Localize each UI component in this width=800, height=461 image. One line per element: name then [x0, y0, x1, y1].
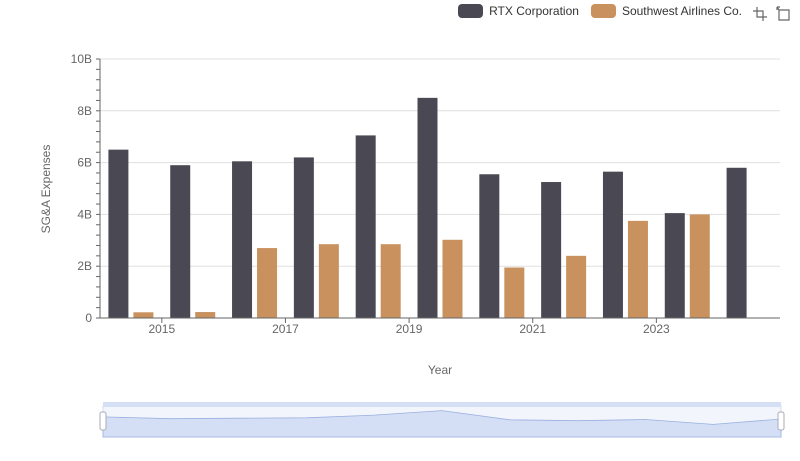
- y-tick-label: 10B: [71, 52, 92, 66]
- bar-rtx-2014[interactable]: [108, 149, 129, 318]
- bar-southwest-2015[interactable]: [195, 312, 216, 318]
- x-tick-label: 2019: [396, 322, 423, 336]
- bar-southwest-2020[interactable]: [504, 267, 525, 318]
- bar-rtx-2022[interactable]: [602, 171, 623, 318]
- legend-swatch-southwest: [590, 4, 616, 18]
- zoom-handle-left[interactable]: [99, 411, 107, 431]
- legend-swatch-rtx: [458, 4, 484, 18]
- zoom-move-bar[interactable]: [103, 402, 781, 407]
- x-tick-label: 2017: [272, 322, 299, 336]
- x-axis: 2015 2017 2019 2021 2023: [100, 317, 780, 336]
- bar-southwest-2016[interactable]: [257, 248, 278, 318]
- y-tick-label: 4B: [77, 207, 92, 221]
- bars: [108, 97, 747, 318]
- y-axis: 0 2B 4B 6B 8B 10B: [71, 52, 101, 325]
- x-tick-label: 2023: [643, 322, 670, 336]
- x-tick-label: 2021: [519, 322, 546, 336]
- bar-rtx-2023[interactable]: [664, 213, 685, 318]
- legend-label-rtx: RTX Corporation: [489, 4, 579, 18]
- bar-rtx-2015[interactable]: [170, 165, 191, 318]
- y-tick-label: 6B: [77, 156, 92, 170]
- zoom-handle-right[interactable]: [777, 411, 785, 431]
- bar-rtx-2019[interactable]: [417, 97, 438, 318]
- legend-item-rtx[interactable]: RTX Corporation: [458, 4, 579, 18]
- y-tick-label: 8B: [77, 104, 92, 118]
- zoom-icon[interactable]: [752, 6, 768, 22]
- bar-southwest-2017[interactable]: [318, 244, 339, 318]
- bar-rtx-2024[interactable]: [726, 167, 747, 318]
- data-zoom-slider[interactable]: [99, 402, 785, 438]
- restore-icon[interactable]: [776, 6, 792, 22]
- x-tick-label: 2015: [148, 322, 175, 336]
- bar-rtx-2018[interactable]: [355, 135, 376, 318]
- y-tick-label: 0: [85, 311, 92, 325]
- bar-rtx-2021[interactable]: [541, 182, 562, 318]
- bar-southwest-2014[interactable]: [133, 312, 154, 318]
- bar-southwest-2023[interactable]: [689, 214, 710, 318]
- toolbox: [752, 6, 792, 22]
- legend-label-southwest: Southwest Airlines Co.: [621, 4, 742, 18]
- bar-southwest-2019[interactable]: [442, 239, 463, 318]
- bar-southwest-2021[interactable]: [566, 255, 587, 318]
- zoom-preview: [102, 410, 782, 438]
- bar-southwest-2022[interactable]: [627, 220, 648, 318]
- y-axis-label: SG&A Expenses: [39, 145, 53, 234]
- bar-southwest-2018[interactable]: [380, 244, 401, 318]
- x-axis-label: Year: [428, 363, 452, 377]
- bar-rtx-2017[interactable]: [293, 157, 314, 318]
- bar-rtx-2020[interactable]: [479, 174, 500, 318]
- legend: RTX Corporation Southwest Airlines Co.: [458, 4, 742, 18]
- legend-item-southwest[interactable]: Southwest Airlines Co.: [590, 4, 742, 18]
- bar-rtx-2016[interactable]: [232, 161, 253, 318]
- y-tick-label: 2B: [77, 259, 92, 273]
